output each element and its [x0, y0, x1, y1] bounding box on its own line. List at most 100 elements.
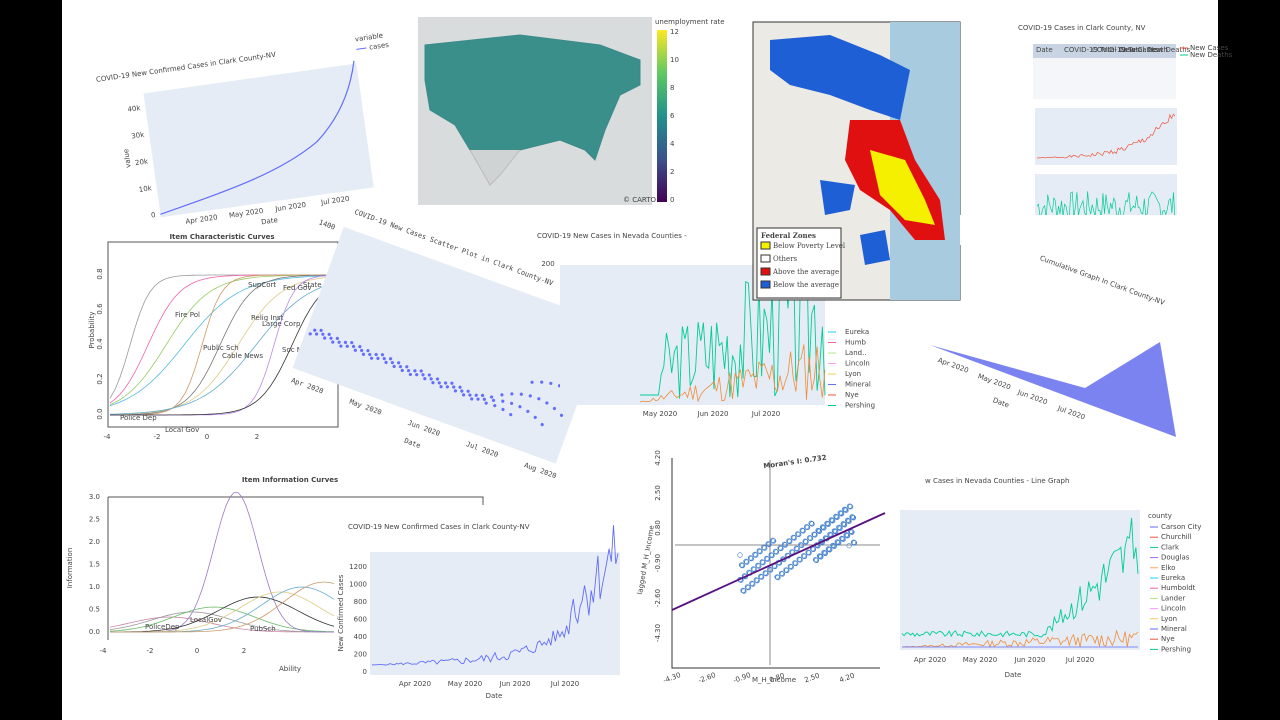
dot	[834, 539, 840, 545]
dot	[840, 536, 846, 542]
dot	[773, 549, 779, 555]
dot	[846, 518, 852, 524]
dot	[484, 401, 488, 405]
dot	[390, 360, 394, 365]
dot	[844, 533, 851, 539]
dot	[803, 524, 810, 530]
label: -0.90	[654, 554, 662, 572]
dot	[480, 393, 485, 398]
label: PubSch	[250, 625, 276, 633]
dot	[549, 381, 553, 385]
label: 0.0	[89, 628, 100, 636]
shape	[371, 525, 619, 666]
box	[760, 267, 771, 276]
dot	[753, 577, 759, 583]
shape	[1036, 191, 1176, 221]
label: 0.8	[96, 268, 104, 279]
dot	[413, 369, 417, 373]
dot	[774, 574, 781, 580]
label: Jun 2020	[697, 410, 729, 418]
dot	[825, 546, 831, 552]
dot	[740, 587, 746, 594]
dot	[804, 524, 810, 530]
dot	[329, 336, 333, 340]
dot	[798, 542, 804, 548]
dot	[835, 539, 841, 546]
dot	[797, 556, 803, 563]
dot	[740, 588, 747, 594]
dot	[801, 553, 807, 559]
dot	[738, 562, 745, 568]
dot	[839, 535, 845, 541]
dot	[540, 380, 544, 384]
label: May 2020	[963, 656, 998, 664]
dot	[829, 517, 835, 524]
dot	[827, 531, 833, 537]
box	[657, 30, 667, 202]
label: 4.20	[654, 450, 662, 466]
box	[760, 254, 771, 263]
label: 10	[670, 56, 679, 64]
shape	[109, 611, 335, 633]
label: 0.4	[96, 338, 104, 350]
label: 6	[670, 112, 675, 120]
nevada-line: w Cases in Nevada Counties - Line Graph c…	[900, 477, 1201, 679]
dot	[841, 522, 848, 528]
label: Eureka	[1161, 574, 1185, 582]
dot	[763, 570, 769, 577]
dot	[530, 380, 534, 384]
label: Below Poverty Level	[773, 242, 846, 250]
dot	[795, 531, 801, 537]
dot	[460, 389, 464, 393]
label: Jul 2020	[751, 410, 781, 418]
shape	[860, 230, 890, 265]
dot	[821, 549, 827, 555]
label: Nye	[1161, 635, 1175, 643]
label: Federal Zones	[761, 231, 816, 240]
dot	[358, 345, 362, 349]
shape	[901, 517, 1139, 638]
dot	[766, 566, 773, 573]
dot	[437, 381, 441, 385]
dot	[353, 348, 357, 352]
shape	[671, 458, 880, 669]
dot	[737, 552, 743, 558]
dot	[500, 393, 504, 397]
label: COVID-19 New Cases in Nevada Counties -	[537, 232, 687, 240]
dot	[822, 550, 829, 557]
dot	[849, 514, 856, 520]
dot	[526, 409, 530, 413]
label: 600	[354, 616, 367, 624]
label: -4	[104, 433, 112, 441]
clark-area: COVID-19 New Confirmed Cases in Clark Co…	[96, 32, 390, 227]
label: 20k	[135, 157, 150, 167]
label: PoliceDep	[145, 623, 180, 631]
dot	[392, 364, 396, 369]
label: Police Dep	[120, 414, 157, 422]
label: New Cases	[1190, 44, 1229, 52]
dot	[816, 528, 823, 535]
label: Carson City	[1161, 523, 1201, 531]
label: New Deaths	[1148, 46, 1191, 54]
dot	[350, 340, 354, 345]
dot	[509, 413, 513, 417]
dot	[313, 328, 317, 332]
dot	[382, 356, 386, 361]
dot	[739, 562, 745, 568]
dot	[510, 401, 514, 405]
dot	[800, 527, 806, 534]
dot	[824, 520, 830, 526]
dot	[747, 555, 754, 561]
dot	[754, 577, 760, 584]
dot	[314, 332, 319, 336]
label: 0	[151, 211, 157, 220]
dot	[846, 503, 853, 509]
dot	[757, 548, 763, 555]
label: 12	[670, 28, 679, 36]
dot	[751, 566, 757, 572]
dot	[431, 381, 435, 385]
label: 0	[363, 668, 367, 676]
dot	[753, 552, 759, 558]
label: value	[122, 148, 133, 168]
dot	[366, 349, 370, 353]
